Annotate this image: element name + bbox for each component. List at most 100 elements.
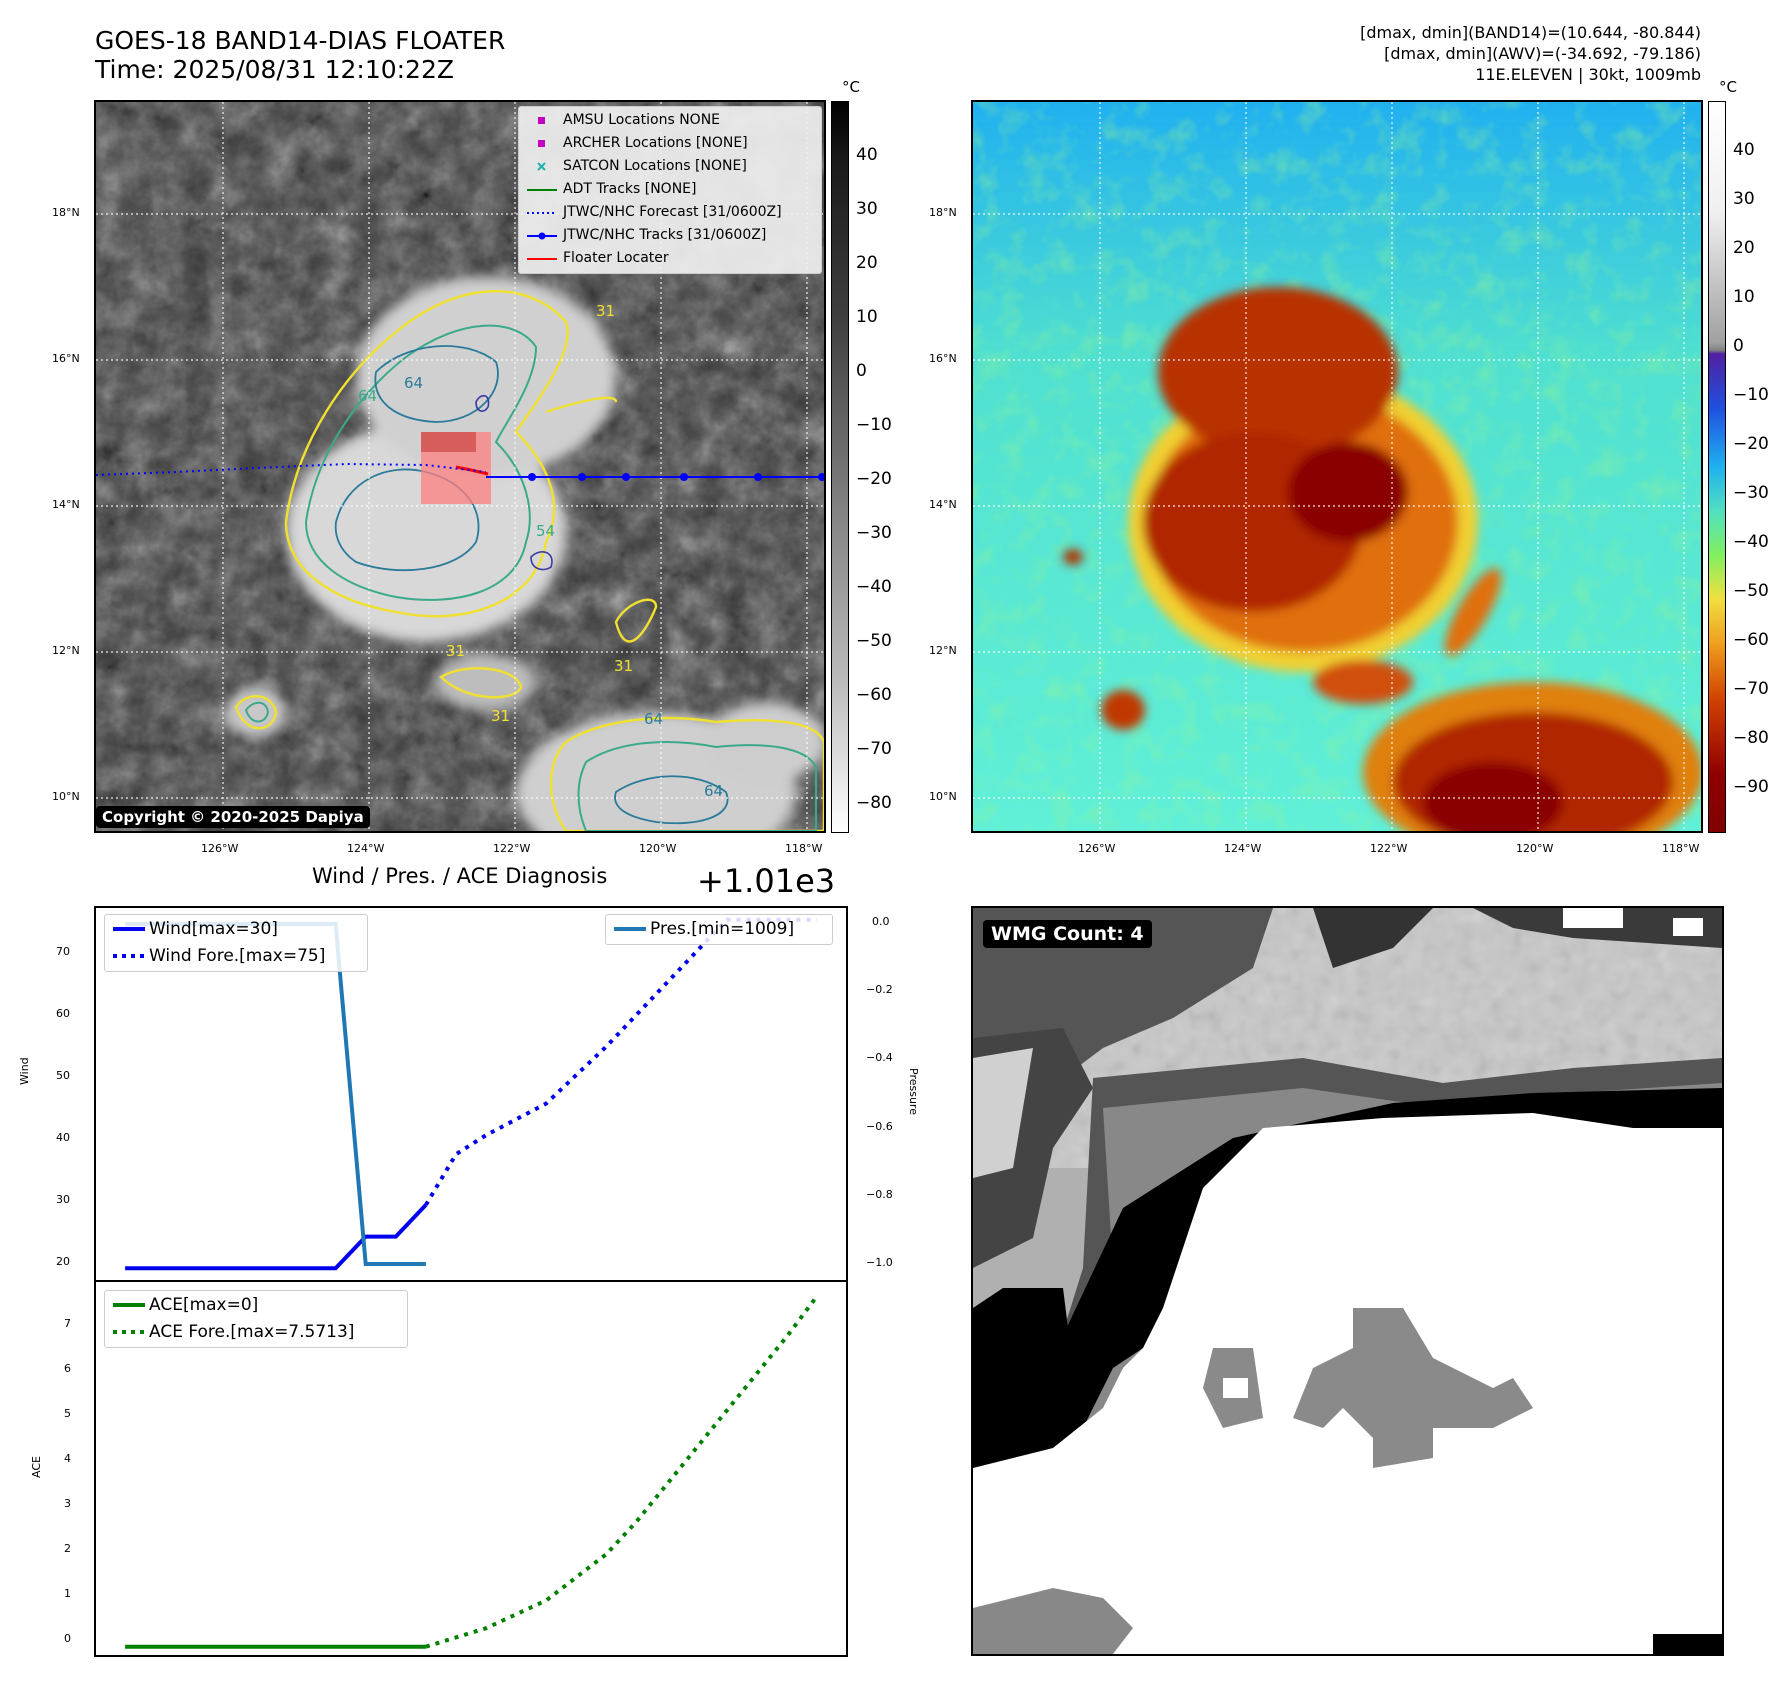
legend-item-pressure: Pres.[min=1009] [606, 916, 832, 943]
wmg-panel: WMG Count: 4 [971, 906, 1724, 1656]
lat-label: 10°N [52, 790, 80, 803]
wmg-count-badge: WMG Count: 4 [983, 920, 1152, 948]
wind-legend: Wind[max=30] Wind Fore.[max=75] [104, 914, 368, 972]
pressure-tick-label: −0.8 [866, 1188, 893, 1201]
ace-axis-label: ACE [30, 1456, 43, 1478]
stats-line-1: [dmax, dmin](BAND14)=(10.644, -80.844) [1360, 23, 1701, 42]
stats-line-3: 11E.ELEVEN | 30kt, 1009mb [1475, 65, 1701, 84]
lon-label: 118°W [1662, 842, 1700, 855]
colorbar-tick: −60 [856, 685, 892, 705]
colorbar-tick: 0 [1733, 336, 1744, 356]
colorbar-tick: −10 [1733, 385, 1769, 405]
wind-tick-label: 30 [56, 1193, 70, 1206]
ace-tick-label: 3 [64, 1497, 71, 1510]
contour-label: 64 [358, 387, 378, 405]
green-line-icon [527, 189, 557, 191]
colorbar-tick: −90 [1733, 777, 1769, 797]
ace-forecast-series-line [425, 1295, 819, 1649]
color-ir-colorbar [1708, 101, 1726, 833]
wind-forecast-series-line [424, 917, 817, 1206]
legend-item-amsu: AMSU Locations NONE [519, 109, 821, 132]
contour-label: 64 [404, 374, 424, 392]
colorbar-tick: 20 [856, 253, 878, 273]
colorbar-tick: −40 [1733, 532, 1769, 552]
lon-label: 122°W [1370, 842, 1408, 855]
green-dotted-line-icon [113, 1330, 145, 1334]
map-legend: AMSU Locations NONE ARCHER Locations [NO… [518, 106, 822, 274]
lat-label: 12°N [52, 644, 80, 657]
pressure-legend: Pres.[min=1009] [605, 914, 833, 945]
lon-label: 120°W [1516, 842, 1554, 855]
colorbar-tick: −80 [856, 793, 892, 813]
colorbar-tick: 0 [856, 361, 867, 381]
contour-label: 31 [614, 657, 634, 675]
ace-tick-label: 0 [64, 1632, 71, 1645]
colorbar-tick: 40 [856, 145, 878, 165]
legend-item-wind: Wind[max=30] [105, 916, 367, 943]
wind-tick-label: 40 [56, 1131, 70, 1144]
pressure-axis-label: Pressure [907, 1068, 920, 1115]
lon-label: 126°W [201, 842, 239, 855]
legend-label: Wind[max=30] [149, 919, 278, 939]
legend-label: JTWC/NHC Tracks [31/0600Z] [563, 227, 767, 243]
pressure-tick-label: 0.0 [872, 915, 890, 928]
legend-item-ace-forecast: ACE Fore.[max=7.5713] [105, 1319, 407, 1346]
colorbar-tick: −20 [1733, 434, 1769, 454]
pressure-series-line [125, 922, 426, 1266]
contour-label: 31 [596, 302, 616, 320]
red-line-icon [527, 258, 557, 260]
blue-dotted-line-icon [527, 212, 557, 214]
legend-label: Pres.[min=1009] [650, 919, 795, 939]
blue-dotted-line-icon [113, 954, 145, 958]
legend-label: ADT Tracks [NONE] [563, 181, 697, 197]
magenta-square-icon [538, 117, 545, 124]
color-ir-map-panel [971, 100, 1703, 833]
colorbar-tick: 30 [1733, 189, 1755, 209]
colorbar-tick: −30 [856, 523, 892, 543]
legend-item-floater: Floater Locater [519, 247, 821, 270]
legend-item-ace: ACE[max=0] [105, 1292, 407, 1319]
wind-tick-label: 50 [56, 1069, 70, 1082]
contour-label: 64 [644, 710, 664, 728]
colorbar-tick: −10 [856, 415, 892, 435]
ace-tick-label: 5 [64, 1407, 71, 1420]
lon-label: 118°W [785, 842, 823, 855]
ace-tick-label: 6 [64, 1362, 71, 1375]
lon-label: 126°W [1078, 842, 1116, 855]
colorbar-tick: −70 [1733, 679, 1769, 699]
legend-item-wind-forecast: Wind Fore.[max=75] [105, 943, 367, 970]
wind-tick-label: 20 [56, 1255, 70, 1268]
pressure-offset-label: +1.01e3 [697, 862, 836, 900]
wind-axis-label: Wind [18, 1057, 31, 1085]
legend-item-tracks: JTWC/NHC Tracks [31/0600Z] [519, 224, 821, 247]
colorbar-tick: −50 [1733, 581, 1769, 601]
contour-label: 31 [491, 707, 511, 725]
ir-map-panel: 64 64 31 64 31 31 64 54 31 AMSU Location… [94, 100, 826, 833]
magenta-square-icon [538, 140, 545, 147]
colorbar-tick: −50 [856, 631, 892, 651]
lon-label: 122°W [493, 842, 531, 855]
lat-label: 14°N [929, 498, 957, 511]
pressure-tick-label: −1.0 [866, 1256, 893, 1269]
colorbar-tick: 10 [856, 307, 878, 327]
lat-label: 12°N [929, 644, 957, 657]
colorbar-tick: −30 [1733, 483, 1769, 503]
legend-item-adt: ADT Tracks [NONE] [519, 178, 821, 201]
legend-item-forecast: JTWC/NHC Forecast [31/0600Z] [519, 201, 821, 224]
colorbar-tick: 20 [1733, 238, 1755, 258]
legend-label: JTWC/NHC Forecast [31/0600Z] [563, 204, 782, 220]
diagnosis-title: Wind / Pres. / ACE Diagnosis [312, 864, 608, 888]
colorbar-tick: −80 [1733, 728, 1769, 748]
legend-label: ARCHER Locations [NONE] [563, 135, 748, 151]
legend-item-satcon: SATCON Locations [NONE] [519, 155, 821, 178]
lat-label: 18°N [929, 206, 957, 219]
ace-tick-label: 7 [64, 1317, 71, 1330]
colorbar-tick: −20 [856, 469, 892, 489]
chart-title: GOES-18 BAND14-DIAS FLOATER [95, 26, 506, 55]
steelblue-line-icon [614, 927, 646, 931]
legend-label: AMSU Locations NONE [563, 112, 721, 128]
stats-line-2: [dmax, dmin](AWV)=(-34.692, -79.186) [1384, 44, 1701, 63]
lon-label: 124°W [347, 842, 385, 855]
colorbar-tick: 30 [856, 199, 878, 219]
colorbar-tick: −40 [856, 577, 892, 597]
